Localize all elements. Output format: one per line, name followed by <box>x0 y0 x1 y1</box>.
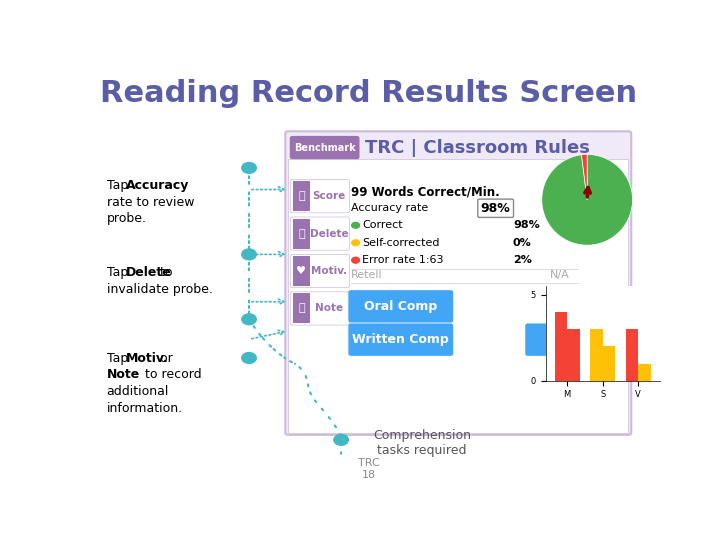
Text: Benchmark: Benchmark <box>294 143 356 152</box>
Text: TRC | Classroom Rules: TRC | Classroom Rules <box>365 139 590 157</box>
Text: Motiv.: Motiv. <box>311 266 347 276</box>
Text: Note: Note <box>315 303 343 313</box>
Circle shape <box>242 353 256 363</box>
FancyBboxPatch shape <box>478 199 513 218</box>
Circle shape <box>334 435 348 446</box>
Bar <box>638 363 651 381</box>
Bar <box>603 346 615 381</box>
FancyBboxPatch shape <box>290 254 349 288</box>
Text: Error rate 1:63: Error rate 1:63 <box>362 255 444 265</box>
Text: Written Comp: Written Comp <box>352 333 449 346</box>
Text: invalidate probe.: invalidate probe. <box>107 283 212 296</box>
Circle shape <box>351 258 359 263</box>
FancyBboxPatch shape <box>290 292 349 325</box>
FancyBboxPatch shape <box>290 217 349 250</box>
Text: Note: Note <box>107 368 140 381</box>
FancyBboxPatch shape <box>285 131 631 435</box>
Text: Oral Comp: Oral Comp <box>364 300 438 313</box>
Bar <box>626 329 638 381</box>
Text: 98%: 98% <box>513 220 540 230</box>
Text: Retell: Retell <box>351 270 383 280</box>
Text: 0%: 0% <box>513 238 531 248</box>
Text: Delete: Delete <box>126 266 172 280</box>
Text: Reading Record Results Screen: Reading Record Results Screen <box>100 79 638 109</box>
Circle shape <box>351 222 359 228</box>
FancyBboxPatch shape <box>292 256 310 286</box>
FancyBboxPatch shape <box>348 290 454 322</box>
Text: to record: to record <box>141 368 202 381</box>
Text: 📋: 📋 <box>298 303 305 313</box>
FancyBboxPatch shape <box>292 294 310 323</box>
Text: 2%: 2% <box>513 255 532 265</box>
Wedge shape <box>542 154 632 245</box>
Text: Self-corrected: Self-corrected <box>362 238 440 248</box>
Text: additional: additional <box>107 385 169 398</box>
Text: 98%: 98% <box>481 202 510 215</box>
Text: 99 Words Correct/Min.: 99 Words Correct/Min. <box>351 186 500 199</box>
Text: Tap: Tap <box>107 352 132 365</box>
Circle shape <box>351 240 359 246</box>
Text: Score: Score <box>312 191 346 201</box>
Text: 🏃: 🏃 <box>298 191 305 201</box>
FancyBboxPatch shape <box>288 159 629 433</box>
Text: Tap: Tap <box>107 266 132 280</box>
Text: ♥: ♥ <box>297 266 307 276</box>
Wedge shape <box>582 154 588 200</box>
Text: Motiv.: Motiv. <box>126 352 169 365</box>
Text: Accuracy: Accuracy <box>126 179 189 192</box>
Text: Delete: Delete <box>310 228 348 239</box>
Bar <box>590 329 603 381</box>
FancyBboxPatch shape <box>290 180 349 213</box>
Circle shape <box>242 163 256 173</box>
Bar <box>567 329 580 381</box>
Text: Accuracy rate: Accuracy rate <box>351 203 428 213</box>
FancyBboxPatch shape <box>292 181 310 211</box>
Text: TRC
18: TRC 18 <box>358 458 380 480</box>
Text: rate to review: rate to review <box>107 196 194 209</box>
FancyBboxPatch shape <box>289 136 359 159</box>
Text: to: to <box>156 266 172 280</box>
Bar <box>554 312 567 381</box>
Circle shape <box>242 314 256 325</box>
FancyBboxPatch shape <box>526 323 624 356</box>
Text: 🗑: 🗑 <box>298 228 305 239</box>
Text: Pause: Pause <box>554 333 596 346</box>
FancyBboxPatch shape <box>292 219 310 248</box>
FancyBboxPatch shape <box>348 323 454 356</box>
Text: information.: information. <box>107 402 183 415</box>
Text: probe.: probe. <box>107 212 147 225</box>
Text: Comprehension
tasks required: Comprehension tasks required <box>373 429 471 457</box>
Text: Correct: Correct <box>362 220 403 230</box>
Text: N/A: N/A <box>550 270 570 280</box>
Circle shape <box>242 249 256 260</box>
Text: Tap: Tap <box>107 179 132 192</box>
Text: or: or <box>156 352 173 365</box>
